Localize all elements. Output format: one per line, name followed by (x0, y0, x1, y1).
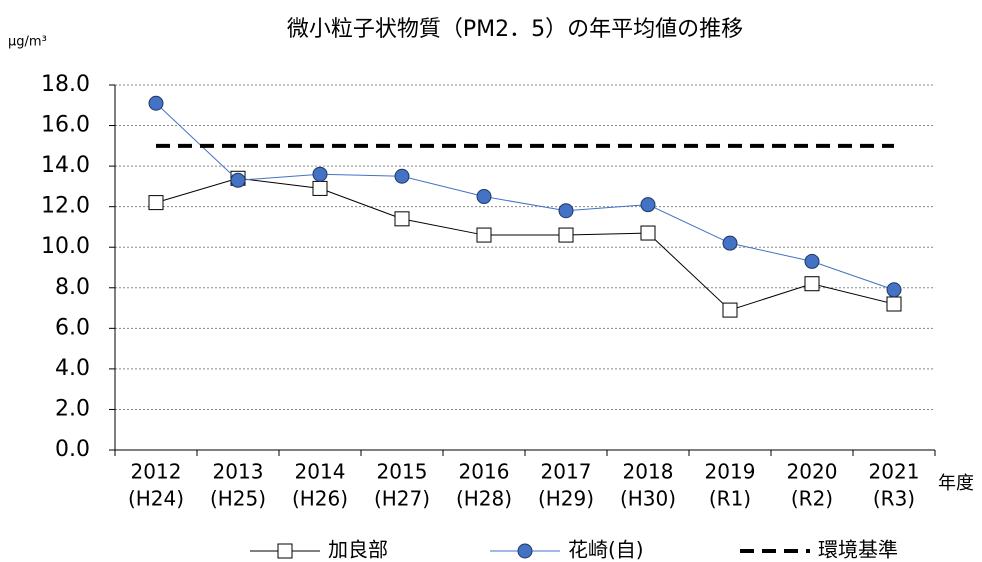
y-tick-label: 0.0 (55, 437, 90, 462)
data-point (558, 203, 574, 219)
legend-label: 花崎(自) (568, 538, 644, 562)
x-tick-label: 2015 (377, 460, 428, 484)
legend-label: 加良部 (328, 538, 388, 562)
data-point (148, 95, 164, 111)
legend-label: 環境基準 (818, 538, 898, 562)
data-point (148, 195, 164, 211)
x-tick-sublabel: (H26) (292, 487, 348, 511)
data-point (312, 166, 328, 182)
data-point (394, 211, 410, 227)
y-tick-label: 18.0 (41, 72, 90, 97)
x-tick-sublabel: (H29) (538, 487, 594, 511)
x-tick-label: 2019 (705, 460, 756, 484)
data-point (312, 180, 328, 196)
y-tick-label: 10.0 (41, 234, 90, 259)
x-tick-sublabel: (R3) (873, 487, 915, 511)
x-tick-sublabel: (H27) (374, 487, 430, 511)
x-tick-label: 2012 (131, 460, 182, 484)
y-tick-label: 4.0 (55, 356, 90, 381)
data-point (640, 225, 656, 241)
y-tick-label: 6.0 (55, 315, 90, 340)
legend-marker (517, 543, 533, 559)
y-tick-label: 14.0 (41, 153, 90, 178)
series-line (155, 102, 895, 291)
data-point (886, 282, 902, 298)
y-unit: μg/m³ (8, 35, 47, 50)
legend-marker (277, 543, 293, 559)
data-point (476, 227, 492, 243)
x-tick-sublabel: (R1) (709, 487, 751, 511)
chart-title: 微小粒子状物質（PM2．5）の年平均値の推移 (287, 17, 743, 42)
x-tick-label: 2020 (787, 460, 838, 484)
x-tick-label: 2018 (623, 460, 674, 484)
x-tick-label: 2016 (459, 460, 510, 484)
y-tick-label: 8.0 (55, 275, 90, 300)
data-point (804, 253, 820, 269)
x-axis-label: 年度 (938, 473, 974, 494)
x-tick-label: 2014 (295, 460, 346, 484)
x-tick-sublabel: (H25) (210, 487, 266, 511)
x-tick-sublabel: (H24) (128, 487, 184, 511)
data-point (640, 197, 656, 213)
y-tick-label: 16.0 (41, 113, 90, 138)
x-tick-label: 2017 (541, 460, 592, 484)
data-point (558, 227, 574, 243)
x-tick-label: 2013 (213, 460, 264, 484)
x-tick-sublabel: (R2) (791, 487, 833, 511)
data-point (722, 302, 738, 318)
data-point (394, 168, 410, 184)
data-point (722, 235, 738, 251)
data-point (886, 296, 902, 312)
x-tick-sublabel: (H30) (620, 487, 676, 511)
series-line (155, 177, 895, 311)
x-tick-sublabel: (H28) (456, 487, 512, 511)
data-point (230, 172, 246, 188)
y-tick-label: 12.0 (41, 194, 90, 219)
x-tick-label: 2021 (869, 460, 920, 484)
y-tick-label: 2.0 (55, 396, 90, 421)
data-point (476, 189, 492, 205)
data-point (804, 276, 820, 292)
